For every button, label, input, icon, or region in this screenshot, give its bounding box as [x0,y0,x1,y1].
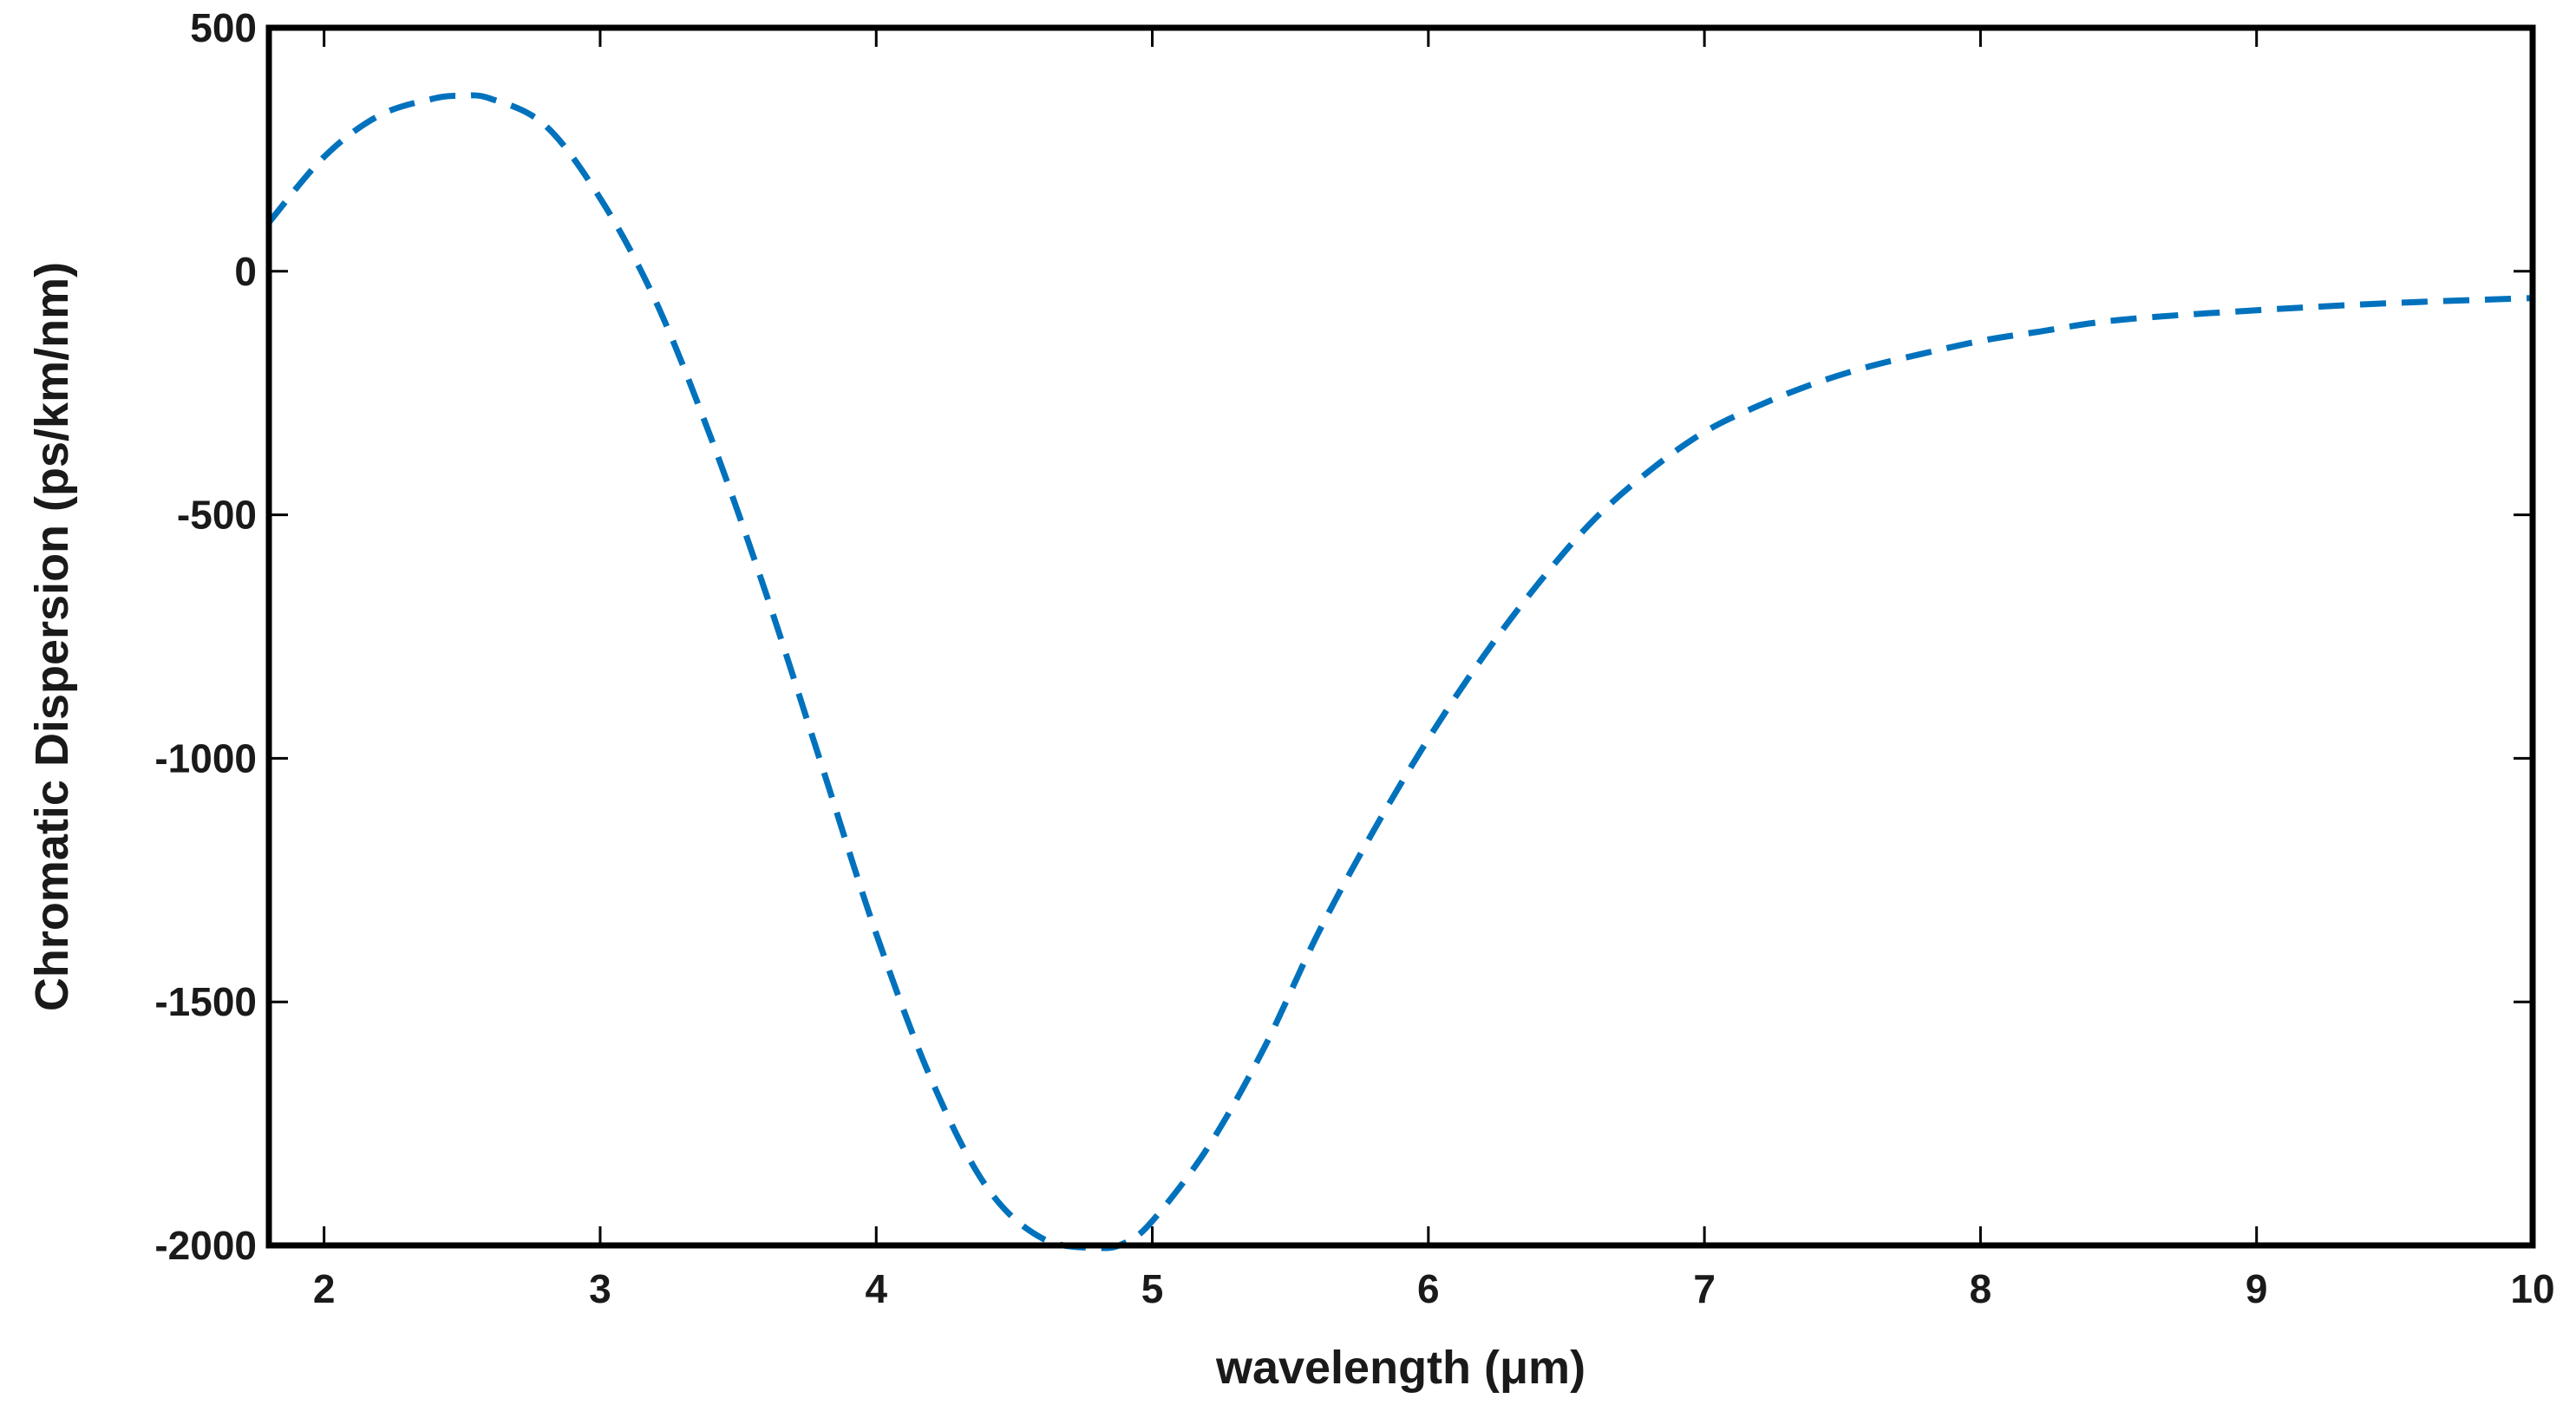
y-tick-label: -1500 [154,979,257,1024]
y-tick-label: 500 [190,5,257,50]
x-tick-label: 7 [1693,1266,1716,1311]
x-tick-label: 6 [1417,1266,1440,1311]
x-tick-label: 8 [1970,1266,1992,1311]
series-layer [266,92,2534,1251]
y-tick-label: -1000 [154,735,257,781]
dispersion-series-line [266,92,2534,1251]
x-tick-label: 4 [865,1266,887,1311]
x-tick-label: 3 [589,1266,611,1311]
x-tick-label: 2 [313,1266,336,1311]
y-tick-label: 0 [234,249,257,294]
x-tick-label: 10 [2510,1266,2554,1311]
y-axis-title: Chromatic Dispersion (ps/km/nm) [26,262,78,1011]
x-axis-title: wavelength (μm) [1215,1342,1585,1394]
y-tick-label: -2000 [154,1223,257,1268]
y-axis-ticks: 500 0 -500 -1000 -1500 -2000 [154,5,2533,1268]
x-axis-ticks: 2 3 4 5 6 7 8 9 10 [313,28,2555,1311]
y-tick-label: -500 [177,493,257,538]
x-tick-label: 9 [2246,1266,2268,1311]
plot-frame [265,24,2536,1249]
x-tick-label: 5 [1141,1266,1164,1311]
